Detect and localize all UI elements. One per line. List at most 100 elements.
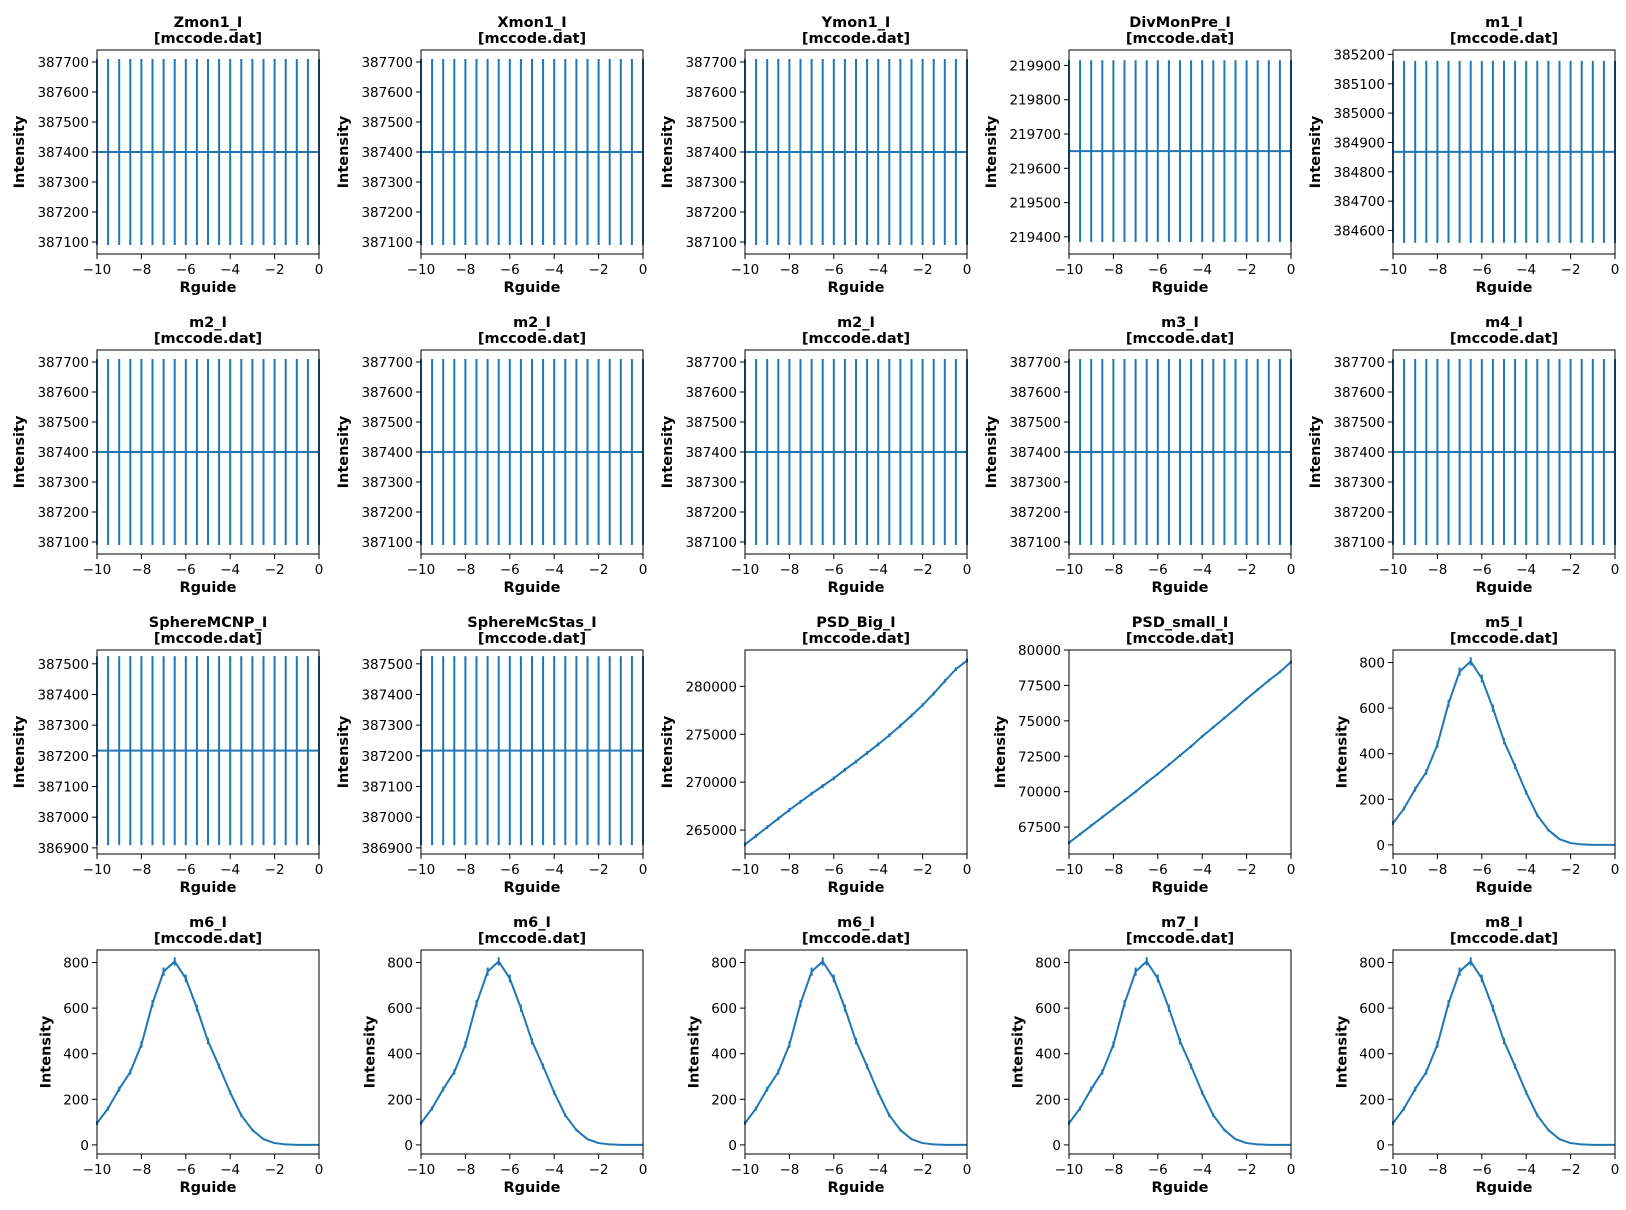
errorbars — [96, 957, 287, 1145]
y-tick-label: 387300 — [37, 475, 89, 491]
y-tick-label: 400 — [63, 1047, 89, 1063]
y-tick-label: 0 — [80, 1138, 89, 1154]
subplot-title: [mccode.dat] — [802, 631, 910, 647]
x-axis-label: Rguide — [1475, 880, 1532, 896]
x-tick-label: 0 — [315, 862, 324, 878]
y-tick-label: 200 — [711, 1092, 737, 1108]
x-axis-label: Rguide — [503, 580, 560, 596]
x-tick-label: 0 — [315, 1162, 324, 1178]
x-tick-label: −2 — [1237, 862, 1257, 878]
subplot-title: SphereMCNP_I — [149, 615, 267, 631]
y-tick-label: 400 — [711, 1047, 737, 1063]
y-axis-label: Intensity — [12, 115, 28, 188]
subplot-title: [mccode.dat] — [802, 331, 910, 347]
x-axis-label: Rguide — [179, 280, 236, 296]
subplot-16: m6_I[mccode.dat] −10 −8 −6 −4 −2 0 0 200 400 600 80… — [39, 915, 324, 1196]
y-axis-label: Intensity — [12, 415, 28, 488]
y-tick-label: 387600 — [37, 385, 89, 401]
x-tick-label: 0 — [315, 262, 324, 278]
x-tick-label: −10 — [83, 862, 112, 878]
y-tick-label: 385000 — [1333, 106, 1385, 122]
plot-frame — [1392, 49, 1616, 255]
y-tick-label: 387400 — [37, 687, 89, 703]
subplot-title: m5_I — [1485, 615, 1523, 631]
y-axis-label: Intensity — [363, 1015, 379, 1088]
y-tick-label: 387300 — [37, 718, 89, 734]
x-tick-label: −4 — [1192, 862, 1212, 878]
x-tick-label: −10 — [731, 562, 760, 578]
subplot-title: [mccode.dat] — [478, 931, 586, 947]
x-tick-label: −6 — [1472, 262, 1492, 278]
y-tick-label: 387700 — [361, 55, 413, 71]
subplot-title: m3_I — [1161, 315, 1199, 331]
x-tick-label: −10 — [731, 1162, 760, 1178]
x-tick-label: −10 — [83, 562, 112, 578]
x-tick-label: 0 — [315, 562, 324, 578]
y-tick-label: 387500 — [685, 415, 737, 431]
y-tick-label: 387100 — [361, 535, 413, 551]
y-tick-label: 70000 — [1018, 785, 1061, 801]
x-tick-label: −2 — [1561, 1162, 1581, 1178]
x-axis-label: Rguide — [1151, 1180, 1208, 1196]
x-tick-label: −2 — [265, 562, 285, 578]
y-axis-label: Intensity — [984, 415, 1000, 488]
subplot-title: m6_I — [513, 915, 551, 931]
series-line — [1068, 661, 1292, 844]
x-tick-label: −4 — [868, 1162, 888, 1178]
x-tick-label: −10 — [1379, 562, 1408, 578]
y-axis-label: Intensity — [336, 415, 352, 488]
y-axis-label: Intensity — [336, 715, 352, 788]
x-tick-label: −6 — [824, 262, 844, 278]
x-tick-label: 0 — [1611, 562, 1620, 578]
y-tick-label: 400 — [1035, 1047, 1061, 1063]
subplot-15: m5_I[mccode.dat] −10 −8 −6 −4 −2 0 0 200 400 600 80… — [1335, 615, 1620, 896]
series-line — [744, 659, 968, 846]
x-tick-label: −2 — [913, 262, 933, 278]
x-tick-label: 0 — [1287, 1162, 1296, 1178]
x-tick-label: −8 — [131, 262, 151, 278]
x-tick-label: −2 — [1237, 262, 1257, 278]
x-tick-label: −4 — [1192, 562, 1212, 578]
x-tick-label: −2 — [589, 562, 609, 578]
subplot-5: m1_I[mccode.dat] −10 −8 −6 −4 −2 0 384600 384700… — [1308, 15, 1619, 296]
y-tick-label: 219400 — [1009, 230, 1061, 246]
y-tick-label: 77500 — [1018, 678, 1061, 694]
y-tick-label: 384800 — [1333, 165, 1385, 181]
y-axis-label: Intensity — [12, 715, 28, 788]
y-tick-label: 600 — [63, 1001, 89, 1017]
x-axis-label: Rguide — [1151, 580, 1208, 596]
y-tick-label: 800 — [1359, 656, 1385, 672]
errorbars — [744, 957, 935, 1145]
subplot-title: [mccode.dat] — [478, 631, 586, 647]
subplot-title: Zmon1_I — [174, 15, 243, 31]
y-tick-label: 280000 — [685, 679, 737, 695]
y-tick-label: 387200 — [361, 205, 413, 221]
y-tick-label: 387700 — [361, 355, 413, 371]
series-line — [744, 960, 967, 1146]
y-axis-label: Intensity — [984, 115, 1000, 188]
x-tick-label: −6 — [1148, 862, 1168, 878]
y-tick-label: 387300 — [685, 175, 737, 191]
x-tick-label: −4 — [1516, 562, 1536, 578]
x-tick-label: 0 — [1611, 1162, 1620, 1178]
plot-frame — [1068, 649, 1292, 855]
plot-frame — [1392, 649, 1616, 855]
y-tick-label: 387400 — [361, 145, 413, 161]
x-tick-label: −10 — [1055, 862, 1084, 878]
x-tick-label: −4 — [1192, 262, 1212, 278]
y-axis-label: Intensity — [1335, 715, 1351, 788]
x-tick-label: −8 — [779, 262, 799, 278]
subplot-title: m2_I — [189, 315, 227, 331]
x-tick-label: −8 — [1103, 262, 1123, 278]
y-tick-label: 387000 — [361, 810, 413, 826]
subplot-11: SphereMCNP_I[mccode.dat] −10 −8 −6 −4 −2 0 3869… — [12, 615, 323, 896]
x-tick-label: −6 — [1472, 562, 1492, 578]
y-axis-label: Intensity — [993, 715, 1009, 788]
x-tick-label: −10 — [1379, 862, 1408, 878]
subplot-title: m6_I — [189, 915, 227, 931]
subplot-title: m2_I — [513, 315, 551, 331]
x-tick-label: −4 — [544, 262, 564, 278]
x-axis-label: Rguide — [1151, 880, 1208, 896]
y-tick-label: 387600 — [685, 85, 737, 101]
